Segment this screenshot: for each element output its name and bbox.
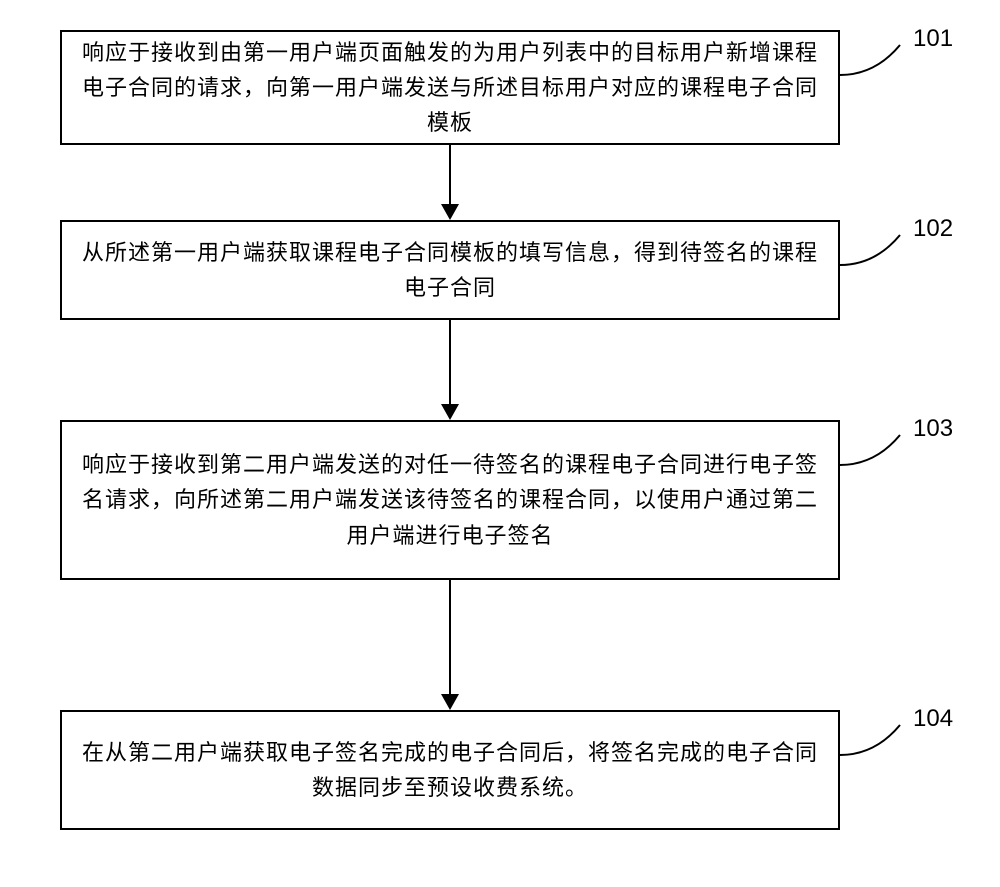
flow-step-text: 在从第二用户端获取电子签名完成的电子合同后，将签名完成的电子合同数据同步至预设收… — [82, 735, 818, 805]
flow-step-text: 响应于接收到第二用户端发送的对任一待签名的课程电子合同进行电子签名请求，向所述第… — [82, 447, 818, 553]
flow-step-102: 从所述第一用户端获取课程电子合同模板的填写信息，得到待签名的课程电子合同 — [60, 220, 840, 320]
flow-step-101: 响应于接收到由第一用户端页面触发的为用户列表中的目标用户新增课程电子合同的请求，… — [60, 30, 840, 145]
label-text: 102 — [913, 215, 953, 243]
flowchart-container: 响应于接收到由第一用户端页面触发的为用户列表中的目标用户新增课程电子合同的请求，… — [60, 30, 940, 830]
arrow-line — [449, 145, 451, 204]
label-103: 103 — [905, 415, 953, 443]
flow-step-text: 从所述第一用户端获取课程电子合同模板的填写信息，得到待签名的课程电子合同 — [82, 235, 818, 305]
arrow-line — [449, 320, 451, 404]
arrow-101-102 — [60, 145, 840, 220]
arrow-102-103 — [60, 320, 840, 420]
flow-step-103: 响应于接收到第二用户端发送的对任一待签名的课程电子合同进行电子签名请求，向所述第… — [60, 420, 840, 580]
arrow-head — [441, 694, 459, 710]
arrow-103-104 — [60, 580, 840, 710]
label-104: 104 — [905, 705, 953, 733]
label-101: 101 — [905, 25, 953, 53]
flow-step-text: 响应于接收到由第一用户端页面触发的为用户列表中的目标用户新增课程电子合同的请求，… — [82, 35, 818, 141]
arrow-head — [441, 204, 459, 220]
label-text: 104 — [913, 705, 953, 733]
arrow-line — [449, 580, 451, 694]
label-text: 101 — [913, 25, 953, 53]
label-text: 103 — [913, 415, 953, 443]
flow-step-104: 在从第二用户端获取电子签名完成的电子合同后，将签名完成的电子合同数据同步至预设收… — [60, 710, 840, 830]
arrow-head — [441, 404, 459, 420]
label-102: 102 — [905, 215, 953, 243]
